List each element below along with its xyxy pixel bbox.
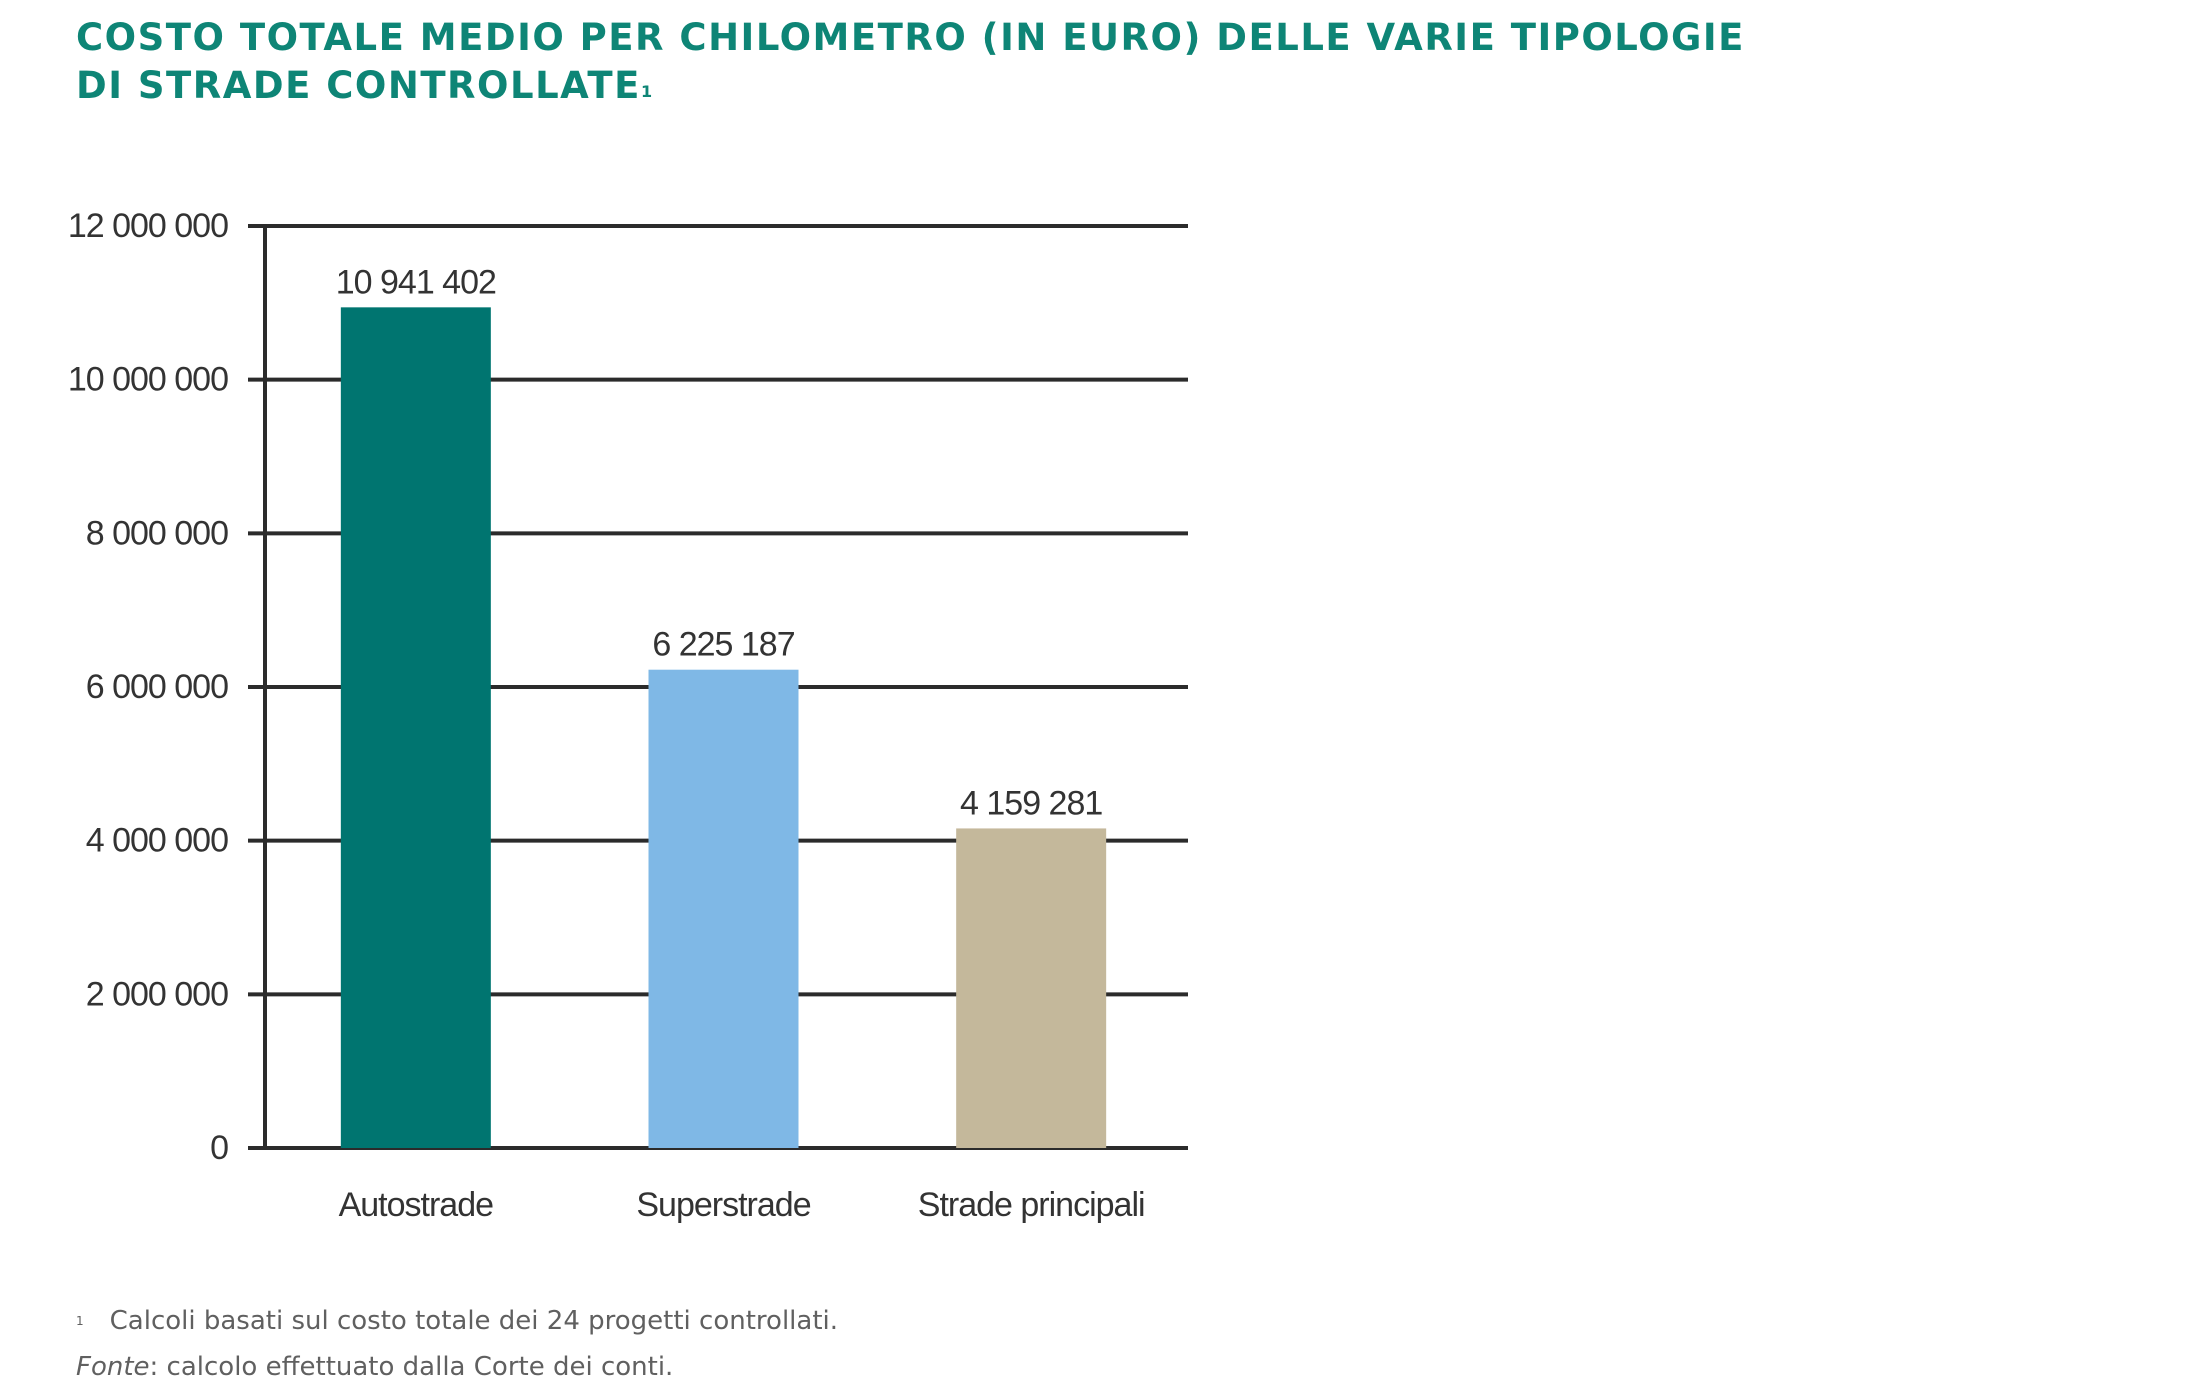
bars (340, 307, 1107, 1149)
bar (648, 669, 799, 1148)
labels: 0 2 000 000 4 000 000 6 000 000 8 000 000 10 … (68, 207, 1146, 1224)
title-line-1: COSTO TOTALE MEDIO PER CHILOMETRO (IN EU… (76, 16, 1745, 59)
title-footnote-mark: 1 (640, 82, 654, 101)
x-tick-label: Autostrade (339, 1186, 494, 1224)
y-tick-label: 12 000 000 (68, 207, 228, 245)
bar (340, 307, 491, 1149)
y-tick-label: 8 000 000 (86, 514, 228, 552)
title-line-2: DI STRADE CONTROLLATE (76, 64, 641, 107)
source-label: Fonte (76, 1352, 150, 1382)
data-label: 4 159 281 (960, 784, 1102, 822)
x-tick-label: Superstrade (636, 1186, 810, 1224)
footnote: 1 Calcoli basati sul costo totale dei 24 … (76, 1306, 838, 1336)
footnote-mark: 1 (76, 1314, 84, 1328)
source-text: : calcolo effettuato dalla Corte dei con… (149, 1352, 674, 1382)
footnote-text: Calcoli basati sul costo totale dei 24 p… (109, 1306, 839, 1336)
y-tick-label: 6 000 000 (86, 668, 228, 706)
data-label: 10 941 402 (336, 263, 496, 301)
y-tick-label: 2 000 000 (86, 975, 228, 1013)
y-tick-label: 0 (210, 1129, 228, 1167)
y-tick-label: 4 000 000 (86, 822, 228, 860)
source-note: Fonte: calcolo effettuato dalla Corte de… (76, 1352, 673, 1382)
bar-chart: 0 2 000 000 4 000 000 6 000 000 8 000 000 10 … (68, 207, 1188, 1224)
x-tick-label: Strade principali (918, 1186, 1145, 1224)
data-label: 6 225 187 (652, 626, 794, 664)
bar (956, 828, 1107, 1148)
y-tick-label: 10 000 000 (68, 361, 228, 399)
chart-title: COSTO TOTALE MEDIO PER CHILOMETRO (IN EU… (76, 14, 1776, 110)
